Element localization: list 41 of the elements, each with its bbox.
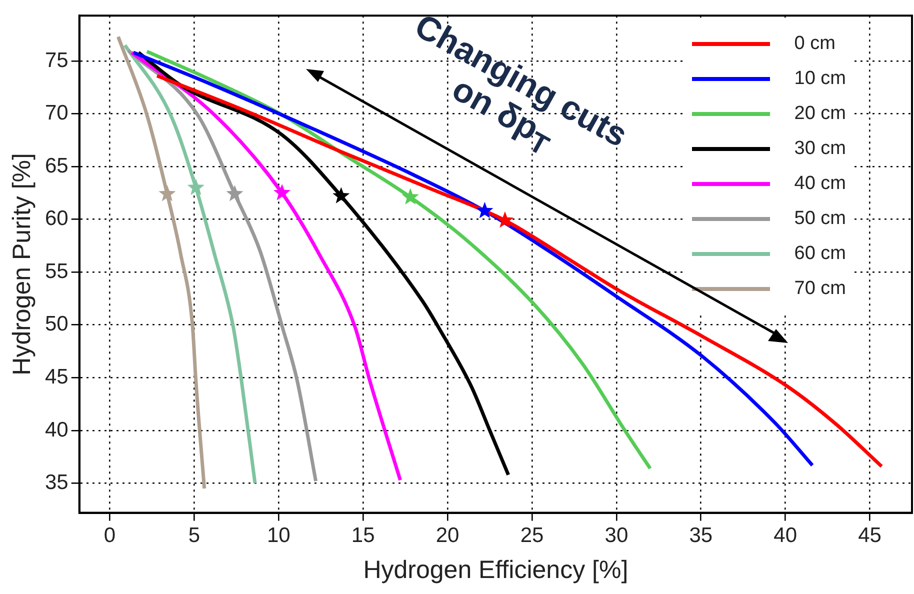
x-tick-label: 30 <box>604 524 628 548</box>
y-tick-label: 70 <box>45 102 68 125</box>
y-axis-title: Hydrogen Purity [%] <box>8 153 36 376</box>
y-tick-label: 60 <box>45 207 68 230</box>
x-tick-label: 0 <box>104 524 116 548</box>
y-tick-label: 40 <box>45 418 68 442</box>
point <box>332 187 350 204</box>
x-tick-label: 40 <box>774 524 798 548</box>
legend-label: 20 cm <box>794 102 846 124</box>
point <box>273 184 291 200</box>
x-tick-label: 5 <box>188 524 200 548</box>
point <box>158 185 176 202</box>
x-tick-label: 20 <box>436 524 460 548</box>
legend-label: 50 cm <box>794 208 846 230</box>
y-tick-label: 75 <box>45 48 68 72</box>
legend-label: 10 cm <box>794 68 846 90</box>
legend-label: 70 cm <box>794 278 846 300</box>
legend-label: 0 cm <box>794 32 836 54</box>
line-series <box>130 50 402 482</box>
legend-label: 60 cm <box>794 242 846 264</box>
line-series <box>116 34 206 490</box>
line-series <box>123 43 257 485</box>
x-tick-label: 45 <box>858 524 882 548</box>
legend-label: 40 cm <box>794 172 846 194</box>
point <box>476 202 494 218</box>
y-tick-label: 50 <box>45 312 68 336</box>
point <box>496 211 514 228</box>
y-tick-label: 55 <box>45 260 68 283</box>
x-tick-label: 15 <box>351 524 375 548</box>
x-axis-title: Hydrogen Efficiency [%] <box>363 556 628 584</box>
x-tick-label: 35 <box>689 524 713 548</box>
y-tick-label: 35 <box>45 471 68 494</box>
point <box>187 178 204 195</box>
y-tick-label: 45 <box>45 365 68 388</box>
legend-label: 30 cm <box>794 138 846 160</box>
line-series <box>126 48 318 483</box>
point <box>402 188 419 204</box>
x-tick-label: 10 <box>266 524 290 548</box>
point <box>226 185 244 202</box>
y-tick-label: 65 <box>45 154 68 178</box>
x-tick-label: 25 <box>520 524 544 548</box>
